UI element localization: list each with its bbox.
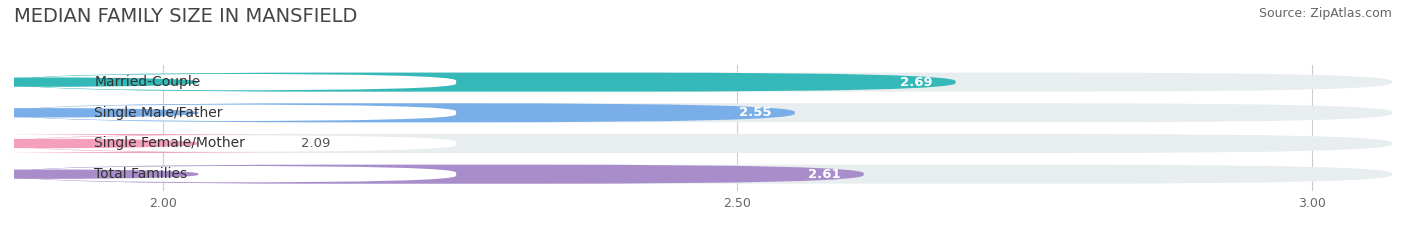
FancyBboxPatch shape [14,165,1392,184]
Text: Source: ZipAtlas.com: Source: ZipAtlas.com [1258,7,1392,20]
FancyBboxPatch shape [14,103,1392,122]
FancyBboxPatch shape [20,74,456,90]
Text: Total Families: Total Families [94,167,187,181]
FancyBboxPatch shape [20,105,456,121]
Text: MEDIAN FAMILY SIZE IN MANSFIELD: MEDIAN FAMILY SIZE IN MANSFIELD [14,7,357,26]
FancyBboxPatch shape [14,103,794,122]
FancyBboxPatch shape [14,134,1392,153]
Circle shape [0,78,198,86]
Circle shape [0,170,198,178]
FancyBboxPatch shape [14,73,1392,92]
Text: Single Female/Mother: Single Female/Mother [94,137,245,151]
Circle shape [0,109,198,117]
Circle shape [0,140,198,147]
Text: Single Male/Father: Single Male/Father [94,106,224,120]
FancyBboxPatch shape [0,134,336,153]
FancyBboxPatch shape [20,135,456,152]
Text: 2.09: 2.09 [301,137,330,150]
Text: 2.55: 2.55 [740,106,772,119]
Text: 2.69: 2.69 [900,76,932,89]
FancyBboxPatch shape [14,73,956,92]
Text: Married-Couple: Married-Couple [94,75,201,89]
FancyBboxPatch shape [20,166,456,182]
Text: 2.61: 2.61 [808,168,841,181]
FancyBboxPatch shape [14,165,863,184]
